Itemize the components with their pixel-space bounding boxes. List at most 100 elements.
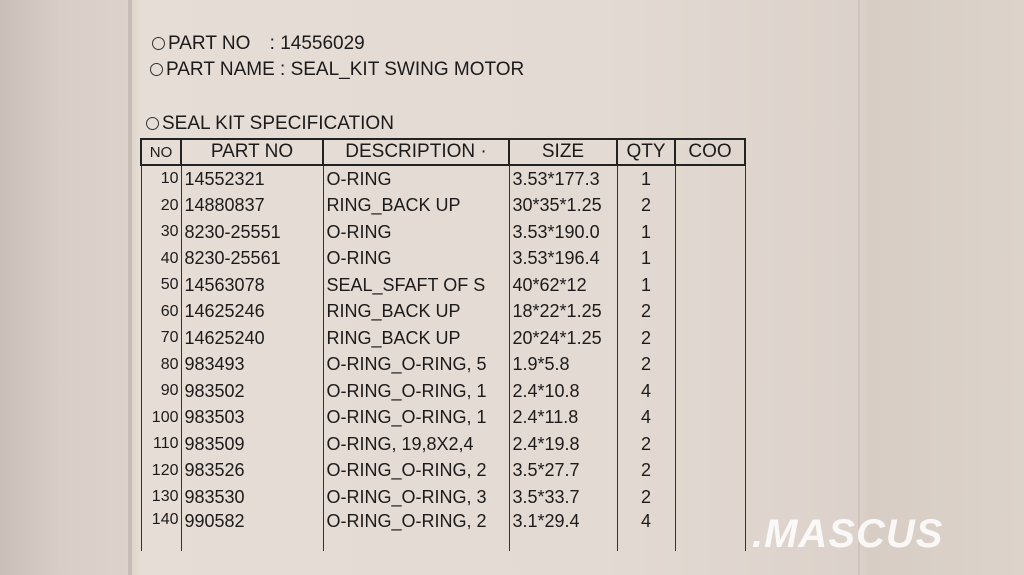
col-size: SIZE [508, 138, 618, 166]
cell-qty: 1 [616, 245, 676, 272]
cell-part-no: 983526 [180, 457, 324, 484]
paper-edge [128, 0, 132, 575]
cell-size: 2.4*10.8 [508, 378, 618, 405]
cell-size: 3.53*177.3 [508, 165, 618, 193]
part-name-line: PART NAME : SEAL_KIT SWING MOTOR [150, 59, 524, 81]
table-row: 10 14552321 O-RING 3.53*177.3 1 [140, 165, 746, 193]
cell-coo [674, 298, 746, 325]
cell-no: 100 [140, 404, 182, 431]
cell-qty: 2 [616, 351, 676, 378]
cell-qty: 1 [616, 165, 676, 193]
bullet-icon [152, 37, 165, 50]
cell-no: 20 [140, 192, 182, 219]
cell-description: RING_BACK UP [322, 298, 510, 325]
cell-coo [674, 457, 746, 484]
cell-qty: 1 [616, 272, 676, 299]
cell-coo [674, 351, 746, 378]
table-row: 120 983526 O-RING_O-RING, 2 3.5*27.7 2 [140, 457, 746, 484]
cell-no: 60 [140, 298, 182, 325]
cell-part-no: 14880837 [180, 192, 324, 219]
table-row: 140 990582 O-RING_O-RING, 2 3.1*29.4 4 [140, 510, 746, 551]
cell-description: O-RING_O-RING, 5 [322, 351, 510, 378]
cell-no: 70 [140, 325, 182, 352]
cell-coo [674, 219, 746, 246]
part-no-value: : 14556029 [269, 33, 365, 54]
table-header-row: NO PART NO DESCRIPTION · SIZE QTY COO [140, 138, 746, 166]
cell-size: 18*22*1.25 [508, 298, 618, 325]
table-row: 20 14880837 RING_BACK UP 30*35*1.25 2 [140, 192, 746, 219]
cell-description: O-RING_O-RING, 2 [322, 510, 510, 551]
cell-coo [674, 404, 746, 431]
cell-size: 20*24*1.25 [508, 325, 618, 352]
cell-coo [674, 378, 746, 405]
cell-qty: 2 [616, 484, 676, 511]
cell-description: O-RING_O-RING, 1 [322, 378, 510, 405]
cell-size: 3.53*190.0 [508, 219, 618, 246]
bullet-icon [150, 63, 163, 76]
cell-qty: 2 [616, 457, 676, 484]
cell-description: RING_BACK UP [322, 192, 510, 219]
table-row: 130 983530 O-RING_O-RING, 3 3.5*33.7 2 [140, 484, 746, 511]
cell-coo [674, 510, 746, 551]
cell-part-no: 14552321 [180, 165, 324, 193]
cell-size: 3.1*29.4 [508, 510, 618, 551]
paper-right-edge [858, 0, 860, 575]
cell-no: 140 [140, 510, 182, 551]
cell-size: 2.4*11.8 [508, 404, 618, 431]
seal-kit-table: NO PART NO DESCRIPTION · SIZE QTY COO 10… [140, 138, 746, 551]
cell-description: O-RING_O-RING, 2 [322, 457, 510, 484]
cell-qty: 1 [616, 219, 676, 246]
cell-size: 3.5*27.7 [508, 457, 618, 484]
col-qty: QTY [616, 138, 676, 166]
cell-qty: 2 [616, 192, 676, 219]
spec-title: SEAL KIT SPECIFICATION [162, 113, 394, 134]
cell-part-no: 14563078 [180, 272, 324, 299]
table-row: 80 983493 O-RING_O-RING, 5 1.9*5.8 2 [140, 351, 746, 378]
table-row: 60 14625246 RING_BACK UP 18*22*1.25 2 [140, 298, 746, 325]
cell-size: 3.53*196.4 [508, 245, 618, 272]
cell-no: 10 [140, 165, 182, 193]
table-row: 70 14625240 RING_BACK UP 20*24*1.25 2 [140, 325, 746, 352]
table-row: 50 14563078 SEAL_SFAFT OF S 40*62*12 1 [140, 272, 746, 299]
cell-size: 2.4*19.8 [508, 431, 618, 458]
cell-qty: 2 [616, 431, 676, 458]
cell-no: 80 [140, 351, 182, 378]
cell-size: 3.5*33.7 [508, 484, 618, 511]
cell-description: SEAL_SFAFT OF S [322, 272, 510, 299]
cell-no: 90 [140, 378, 182, 405]
cell-part-no: 983509 [180, 431, 324, 458]
cell-coo [674, 245, 746, 272]
spec-title-line: SEAL KIT SPECIFICATION [146, 113, 394, 135]
cell-no: 110 [140, 431, 182, 458]
cell-part-no: 8230-25551 [180, 219, 324, 246]
cell-description: O-RING [322, 219, 510, 246]
cell-no: 30 [140, 219, 182, 246]
table-row: 40 8230-25561 O-RING 3.53*196.4 1 [140, 245, 746, 272]
cell-size: 30*35*1.25 [508, 192, 618, 219]
cell-part-no: 983530 [180, 484, 324, 511]
cell-description: RING_BACK UP [322, 325, 510, 352]
col-description: DESCRIPTION · [322, 138, 510, 166]
cell-no: 40 [140, 245, 182, 272]
table-row: 100 983503 O-RING_O-RING, 1 2.4*11.8 4 [140, 404, 746, 431]
cell-description: O-RING [322, 245, 510, 272]
table-row: 110 983509 O-RING, 19,8X2,4 2.4*19.8 2 [140, 431, 746, 458]
table-row: 30 8230-25551 O-RING 3.53*190.0 1 [140, 219, 746, 246]
col-no: NO [140, 138, 182, 166]
mascus-watermark-logo: .MASCUS [752, 512, 944, 556]
cell-part-no: 983503 [180, 404, 324, 431]
cell-description: O-RING, 19,8X2,4 [322, 431, 510, 458]
cell-qty: 2 [616, 298, 676, 325]
cell-part-no: 14625240 [180, 325, 324, 352]
part-name-label: PART NAME [166, 59, 275, 80]
cell-qty: 4 [616, 404, 676, 431]
cell-no: 130 [140, 484, 182, 511]
cell-coo [674, 165, 746, 193]
cell-description: O-RING_O-RING, 1 [322, 404, 510, 431]
part-no-label: PART NO [168, 33, 251, 54]
cell-qty: 2 [616, 325, 676, 352]
cell-part-no: 8230-25561 [180, 245, 324, 272]
cell-description: O-RING [322, 165, 510, 193]
cell-no: 120 [140, 457, 182, 484]
cell-coo [674, 192, 746, 219]
